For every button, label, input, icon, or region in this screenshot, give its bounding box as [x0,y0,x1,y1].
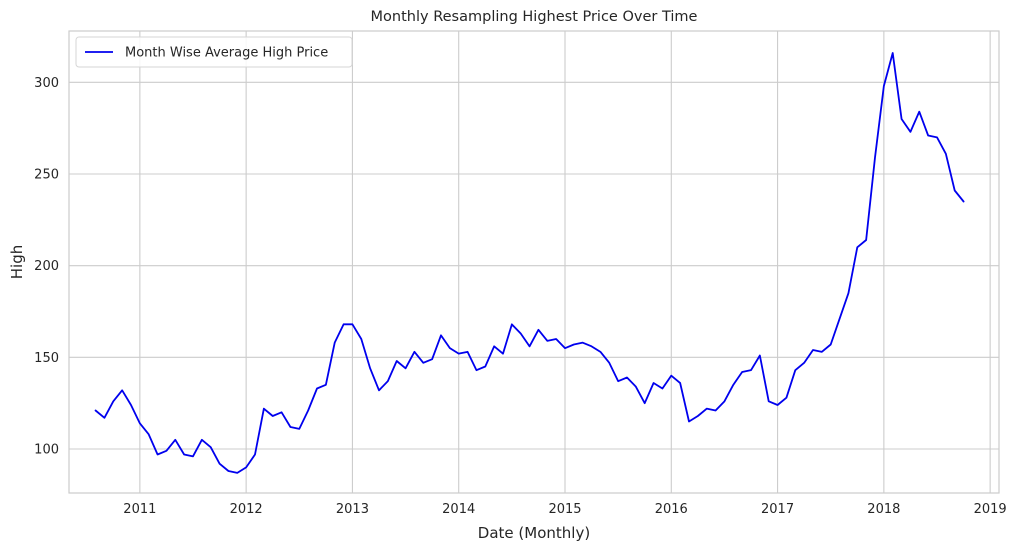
chart-title: Monthly Resampling Highest Price Over Ti… [371,9,698,25]
x-tick-label: 2012 [230,502,263,517]
x-tick-label: 2019 [974,502,1007,517]
series-layer [94,52,965,474]
y-axis-title: High [8,245,26,279]
y-tick-label: 300 [34,76,59,91]
x-tick-label: 2014 [442,502,475,517]
x-tick-label: 2011 [123,502,156,517]
plot-area [69,31,999,493]
x-axis-title: Date (Monthly) [478,524,590,542]
x-tick-label: 2013 [336,502,369,517]
x-tick-label: 2015 [548,502,581,517]
x-tick-label: 2018 [867,502,900,517]
grid-lines [69,31,999,493]
y-tick-label: 150 [34,351,59,366]
y-tick-label: 100 [34,443,59,458]
legend: Month Wise Average High Price [75,36,353,68]
series-line-0 [94,52,965,474]
tick-labels: 2011 2012 2013 2014 2015 2016 2017 2018 2019 100 1… [34,76,1007,517]
y-tick-label: 250 [34,168,59,183]
legend-box [75,36,353,68]
x-tick-label: 2017 [761,502,794,517]
y-tick-label: 200 [34,259,59,274]
x-tick-label: 2016 [655,502,688,517]
plot-frame [68,30,1000,494]
legend-label: Month Wise Average High Price [125,46,328,61]
